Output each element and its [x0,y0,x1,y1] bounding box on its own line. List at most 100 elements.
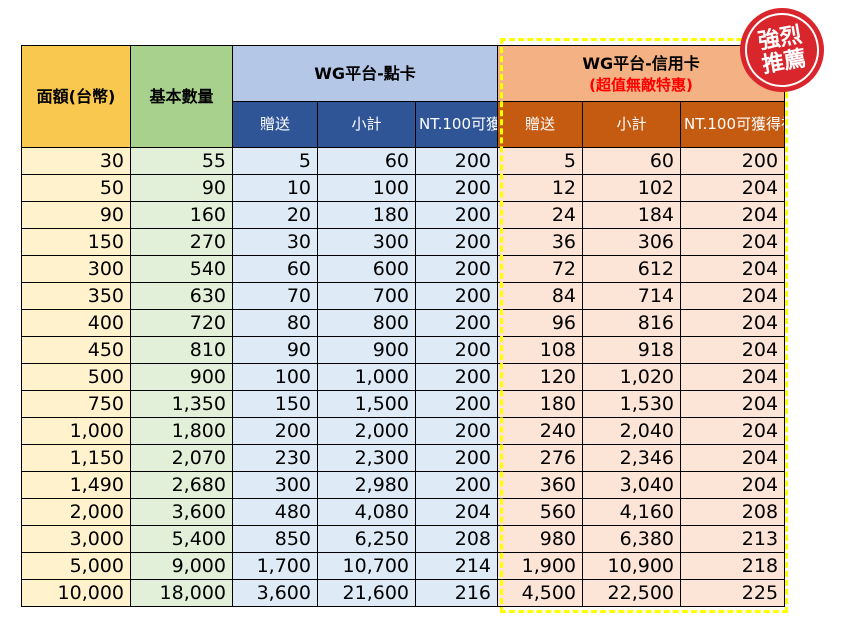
table-row: 300 540 60 600 200 72 612 204 [21,255,786,283]
wg-credit-header: WG平台-信用卡 (超值無敵特惠) [497,45,786,102]
base-quantity-cell: 270 [130,228,233,256]
base-quantity-cell: 900 [130,363,233,391]
wg-bonus-cell: 70 [232,282,318,310]
cc-bonus-cell: 12 [497,174,584,202]
wg-subtotal-cell: 700 [317,282,416,310]
wg-bonus-cell: 30 [232,228,318,256]
wg-bonus-cell: 90 [232,336,318,364]
base-quantity-cell: 2,070 [130,444,233,472]
wg-nt100-cell: 204 [414,498,499,526]
wg-subtotal-cell: 4,080 [317,498,416,526]
wg-subtotal-cell: 1,000 [317,363,416,391]
wg-bonus-cell: 300 [232,471,318,499]
base-quantity-cell: 630 [130,282,233,310]
cc-nt100-cell: 200 [680,147,786,175]
cc-nt100-cell: 204 [680,417,786,445]
cc-subtotal-cell: 1,020 [582,363,682,391]
cc-subtotal-cell: 918 [582,336,682,364]
wg-bonus-cell: 60 [232,255,318,283]
wg-credit-title: WG平台-信用卡 [582,53,700,73]
wg-bonus-cell: 80 [232,309,318,337]
cc-nt100-cell: 204 [680,336,786,364]
cc-bonus-cell: 24 [497,201,584,229]
wg-bonus-cell: 10 [232,174,318,202]
wg-subtotal-cell: 6,250 [317,525,416,553]
face-value-cell: 750 [21,390,131,418]
wg-bonus-cell: 1,700 [232,552,318,580]
cc-bonus-cell: 276 [497,444,584,472]
wg-nt100-cell: 200 [414,444,499,472]
cc-nt100-cell: 204 [680,255,786,283]
cc-bonus-cell: 96 [497,309,584,337]
cc-subtotal-cell: 816 [582,309,682,337]
wg-bonus-cell: 200 [232,417,318,445]
cc-nt100-cell: 204 [680,471,786,499]
cc-subtotal-cell: 2,346 [582,444,682,472]
base-quantity-cell: 720 [130,309,233,337]
table-row: 750 1,350 150 1,500 200 180 1,530 204 [21,390,786,418]
wg-bonus-cell: 3,600 [232,579,318,607]
cc-subtotal-header: 小計 [582,101,682,148]
base-quantity-cell: 810 [130,336,233,364]
face-value-cell: 30 [21,147,131,175]
cc-bonus-cell: 36 [497,228,584,256]
cc-nt100-cell: 213 [680,525,786,553]
cc-subtotal-cell: 4,160 [582,498,682,526]
cc-subtotal-cell: 2,040 [582,417,682,445]
table-row: 5,000 9,000 1,700 10,700 214 1,900 10,900 218 [21,552,786,580]
cc-bonus-cell: 240 [497,417,584,445]
cc-nt100-cell: 204 [680,444,786,472]
cc-subtotal-cell: 612 [582,255,682,283]
cc-subtotal-cell: 184 [582,201,682,229]
wg-nt100-cell: 200 [414,174,499,202]
wg-bonus-header: 贈送 [232,101,318,148]
wg-nt100-cell: 200 [414,255,499,283]
cc-bonus-cell: 120 [497,363,584,391]
cc-nt100-cell: 218 [680,552,786,580]
cc-subtotal-cell: 22,500 [582,579,682,607]
face-value-cell: 3,000 [21,525,131,553]
wg-nt100-cell: 208 [414,525,499,553]
table-row: 3,000 5,400 850 6,250 208 980 6,380 213 [21,525,786,553]
wg-nt100-cell: 200 [414,309,499,337]
face-value-cell: 10,000 [21,579,131,607]
cc-subtotal-cell: 60 [582,147,682,175]
wg-subtotal-cell: 100 [317,174,416,202]
wg-bonus-cell: 850 [232,525,318,553]
cc-nt100-cell: 204 [680,201,786,229]
cc-bonus-cell: 360 [497,471,584,499]
wg-nt100-header: NT.100可獲得神石 [414,101,499,148]
price-table: 面額(台幣) 基本數量 WG平台-點卡 WG平台-信用卡 (超值無敵特惠) 贈送… [21,45,786,607]
table-row: 50 90 10 100 200 12 102 204 [21,174,786,202]
cc-nt100-cell: 208 [680,498,786,526]
wg-nt100-cell: 200 [414,201,499,229]
wg-bonus-cell: 230 [232,444,318,472]
table-row: 30 55 5 60 200 5 60 200 [21,147,786,175]
wg-subtotal-cell: 60 [317,147,416,175]
cc-subtotal-cell: 306 [582,228,682,256]
wg-subtotal-header: 小計 [317,101,416,148]
wg-subtotal-cell: 10,700 [317,552,416,580]
face-value-cell: 1,000 [21,417,131,445]
cc-bonus-cell: 1,900 [497,552,584,580]
table-row: 2,000 3,600 480 4,080 204 560 4,160 208 [21,498,786,526]
base-quantity-cell: 540 [130,255,233,283]
wg-bonus-cell: 480 [232,498,318,526]
table-row: 10,000 18,000 3,600 21,600 216 4,500 22,500 225 [21,579,786,607]
wg-nt100-cell: 200 [414,147,499,175]
cc-bonus-cell: 180 [497,390,584,418]
cc-bonus-cell: 72 [497,255,584,283]
wg-nt100-cell: 200 [414,363,499,391]
base-quantity-cell: 160 [130,201,233,229]
cc-bonus-cell: 5 [497,147,584,175]
wg-subtotal-cell: 600 [317,255,416,283]
wg-nt100-cell: 216 [414,579,499,607]
wg-subtotal-cell: 180 [317,201,416,229]
wg-subtotal-cell: 2,000 [317,417,416,445]
cc-nt100-cell: 204 [680,309,786,337]
base-quantity-cell: 5,400 [130,525,233,553]
wg-subtotal-cell: 800 [317,309,416,337]
wg-bonus-cell: 150 [232,390,318,418]
cc-nt100-cell: 204 [680,390,786,418]
wg-nt100-cell: 200 [414,417,499,445]
